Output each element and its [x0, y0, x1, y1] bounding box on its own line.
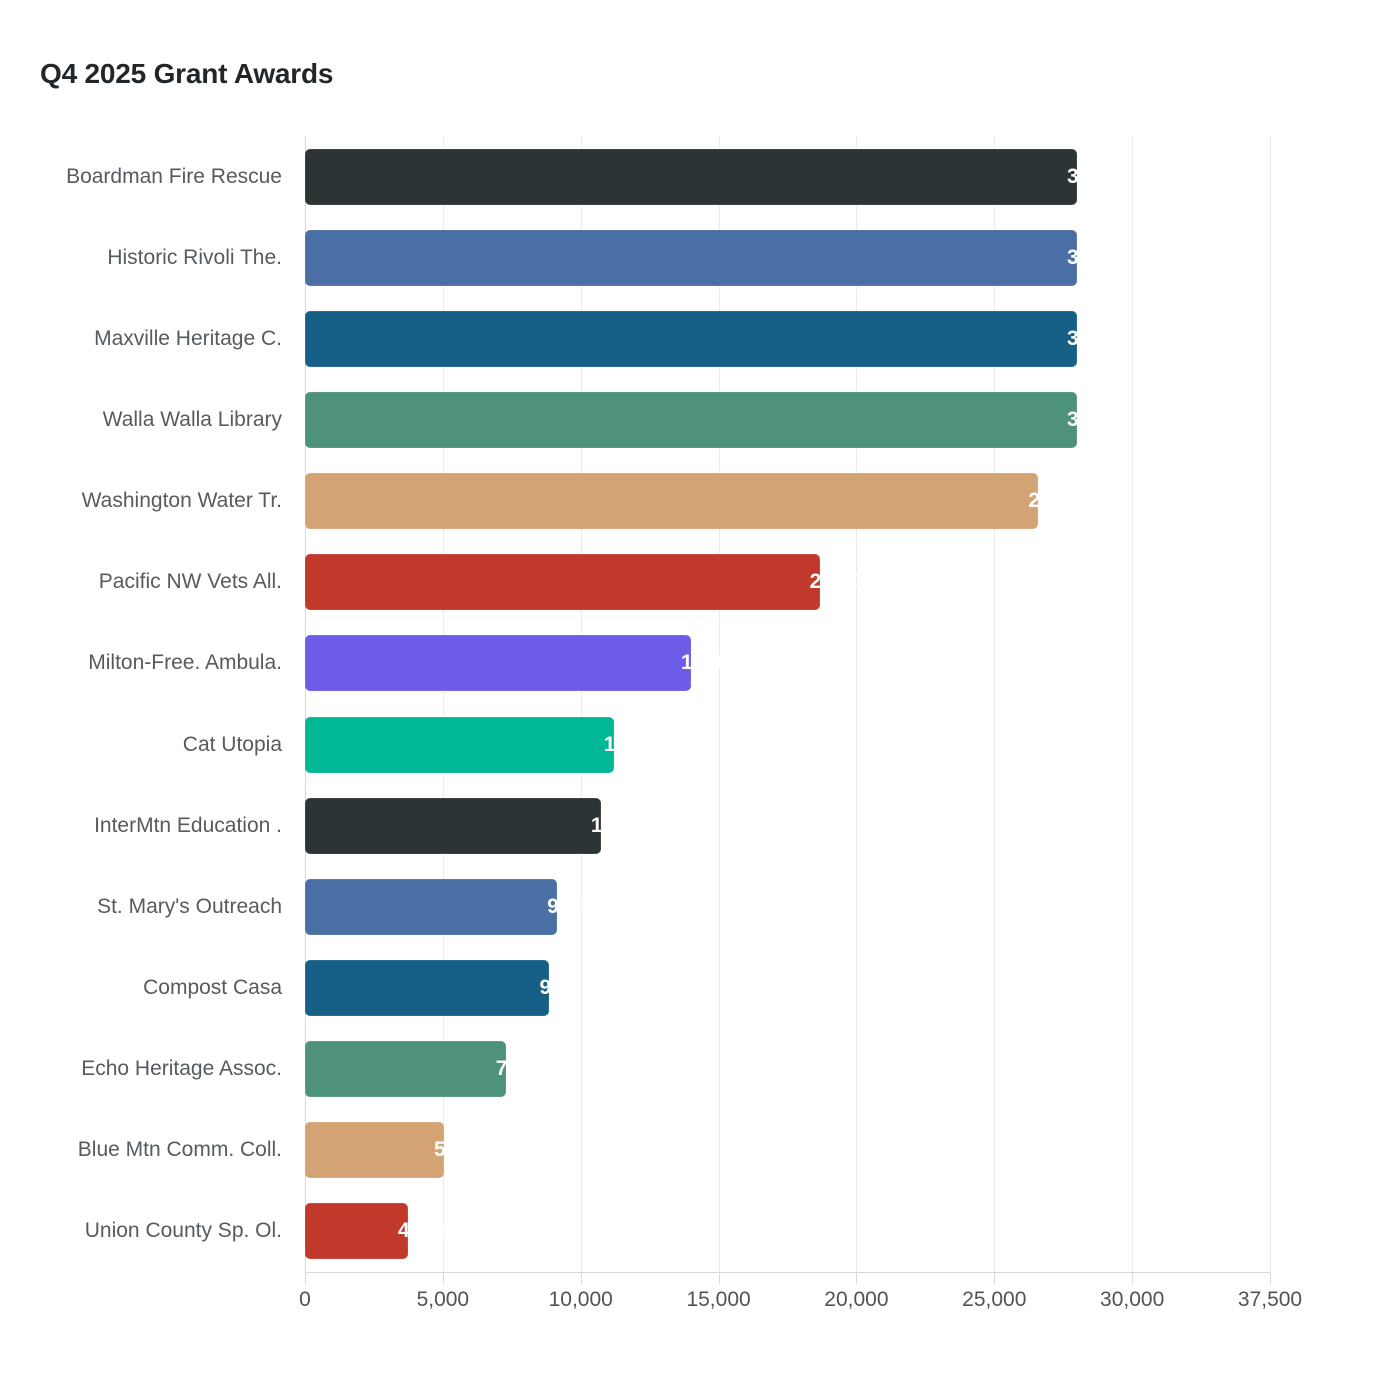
page-title: Q4 2025 Grant Awards — [40, 58, 334, 89]
bar-row: 28,500 — [305, 461, 1270, 542]
x-axis-tick-mark — [442, 1272, 444, 1284]
y-axis-tick-label: Blue Mtn Comm. Coll. — [77, 1138, 282, 1162]
bar[interactable] — [305, 1122, 444, 1179]
y-axis-tick-label: Walla Walla Library — [102, 408, 282, 431]
bar-row: 4,000 — [305, 1191, 1270, 1272]
x-axis-tick-label: 30,000 — [1100, 1288, 1165, 1311]
gridline-10000 — [580, 136, 582, 1272]
y-axis-tick-label: InterMtn Education . — [94, 813, 282, 837]
bar[interactable] — [305, 473, 1039, 530]
bar[interactable] — [305, 797, 601, 854]
bar[interactable] — [305, 959, 550, 1016]
bar-row: 30,000 — [305, 217, 1270, 298]
bar-row: 20,000 — [305, 542, 1270, 623]
bar[interactable] — [305, 391, 1077, 448]
y-axis-tick-label: Cat Utopia — [182, 732, 282, 756]
bar-value-label: 20,000 — [809, 570, 876, 594]
bar-row: 15,000 — [305, 623, 1270, 704]
x-axis-tick-label: 0 — [299, 1288, 311, 1311]
gridline-5000 — [442, 136, 444, 1272]
y-axis-tick-label: Milton-Free. Ambula. — [88, 651, 282, 675]
bar-value-label: 28,500 — [1028, 489, 1094, 513]
x-axis-tick-label: 15,000 — [686, 1288, 751, 1311]
bar-value-label: 4,000 — [397, 1219, 452, 1243]
y-axis-tick-label: Echo Heritage Assoc. — [81, 1057, 282, 1081]
bar[interactable] — [305, 635, 691, 692]
bar-value-label: 5,400 — [433, 1138, 488, 1162]
bar-value-label: 30,000 — [1067, 245, 1133, 269]
bar-value-label: 30,000 — [1067, 326, 1133, 350]
bar-value-label: 9,800 — [547, 894, 601, 918]
x-axis-tick-mark — [1270, 1272, 1271, 1284]
y-axis-tick-label: Pacific NW Vets All. — [98, 570, 282, 594]
bar-row: 30,000 — [305, 136, 1270, 217]
bar[interactable] — [305, 878, 558, 935]
y-axis-tick-label: Compost Casa — [143, 976, 282, 999]
bar-value-label: 9,500 — [539, 975, 594, 999]
y-axis-tick-label: Maxville Heritage C. — [94, 326, 282, 350]
bar-row: 12,000 — [305, 704, 1270, 785]
y-axis-tick-label: Historic Rivoli The. — [107, 245, 282, 269]
x-axis-tick-mark — [994, 1272, 996, 1284]
bar-value-label: 30,000 — [1067, 164, 1133, 188]
bar[interactable] — [305, 1203, 408, 1260]
bar[interactable] — [305, 716, 614, 773]
gridline-25000 — [994, 136, 996, 1272]
gridline-30000 — [1132, 136, 1134, 1272]
bar-row: 30,000 — [305, 379, 1270, 460]
bar-value-label: 15,000 — [681, 651, 747, 675]
bar-row: 30,000 — [305, 298, 1270, 379]
x-axis-tick-mark — [856, 1272, 858, 1284]
bars-group: 30,000 30,000 30,000 30,000 28,500 20,000 15,0… — [305, 136, 1270, 1272]
x-axis-tick-label: 5,000 — [416, 1288, 470, 1311]
bar-row: 9,500 — [305, 947, 1270, 1028]
x-axis-tick-label: 10,000 — [548, 1288, 613, 1311]
x-axis-tick-mark — [580, 1272, 582, 1284]
gridline-0 — [305, 136, 306, 1272]
x-axis-tick-label: 20,000 — [824, 1288, 889, 1311]
x-axis-tick-mark — [718, 1272, 720, 1284]
y-axis-tick-label: Boardman Fire Rescue — [66, 164, 282, 188]
bar[interactable] — [305, 310, 1077, 367]
bar-value-label: 7,800 — [495, 1057, 550, 1081]
gridline-15000 — [718, 136, 720, 1272]
bar-value-label: 12,000 — [603, 732, 670, 756]
x-axis-tick-label: 37,500 — [1237, 1288, 1303, 1311]
bar[interactable] — [305, 554, 820, 611]
x-axis-baseline — [305, 1272, 1270, 1273]
bar[interactable] — [305, 1041, 506, 1098]
y-axis-tick-label: Union County Sp. Ol. — [84, 1219, 282, 1243]
x-axis-tick-mark — [1132, 1272, 1134, 1284]
bar-value-label: 30,000 — [1067, 407, 1133, 431]
bar-row: 11,500 — [305, 785, 1270, 866]
bar-row: 9,800 — [305, 866, 1270, 947]
y-axis-tick-label: St. Mary's Outreach — [97, 894, 282, 918]
x-axis-tick-label: 25,000 — [962, 1288, 1027, 1311]
gridline-37500 — [1270, 136, 1271, 1272]
plot-area: 30,000 30,000 30,000 30,000 28,500 20,000 15,0… — [305, 136, 1271, 1272]
bar[interactable] — [305, 229, 1077, 286]
bar-row: 7,800 — [305, 1029, 1270, 1110]
x-axis-tick-mark — [305, 1272, 306, 1284]
bar-row: 5,400 — [305, 1110, 1270, 1191]
gridline-20000 — [856, 136, 858, 1272]
bar[interactable] — [305, 148, 1077, 205]
bar-value-label: 11,500 — [590, 813, 656, 837]
y-axis-tick-label: Washington Water Tr. — [81, 489, 282, 513]
